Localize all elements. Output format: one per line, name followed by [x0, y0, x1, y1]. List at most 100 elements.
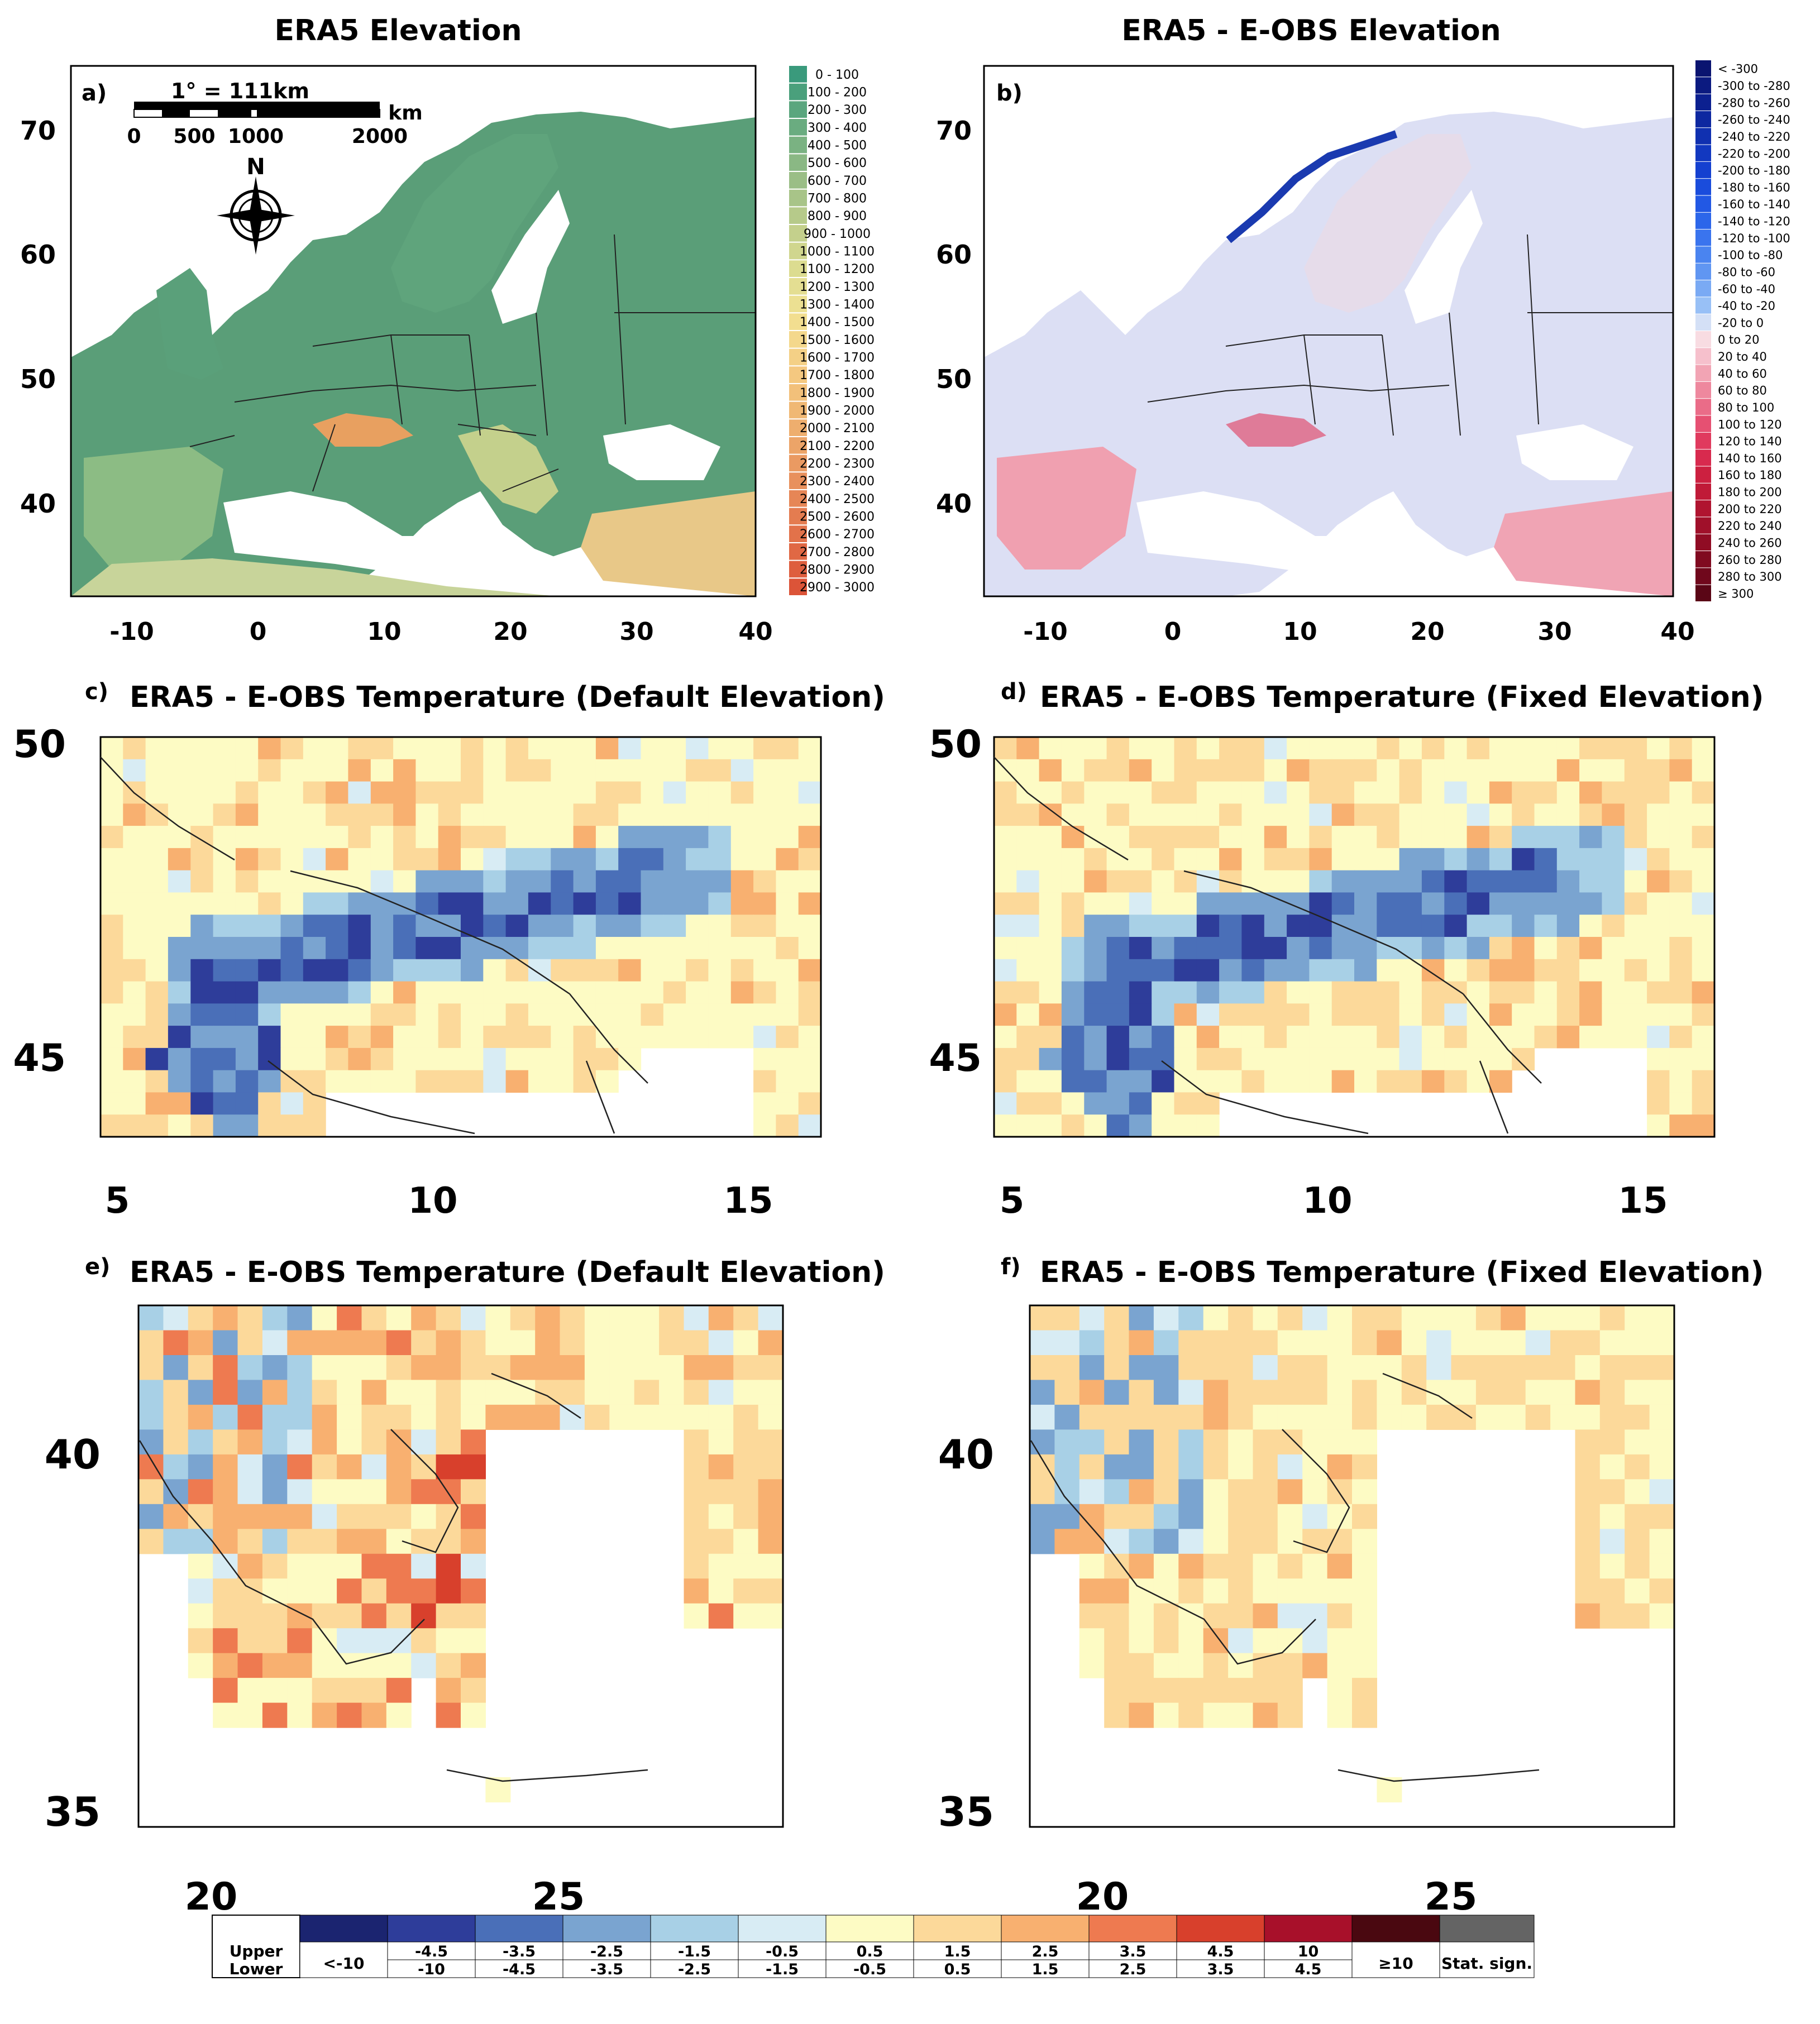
grid-cell: [370, 826, 394, 849]
grid-cell: [337, 1529, 362, 1554]
grid-cell: [708, 781, 732, 804]
grid-cell: [609, 1305, 635, 1331]
grid-cell: [303, 1026, 326, 1049]
grid-cell: [188, 1553, 213, 1579]
grid-cell: [1556, 781, 1580, 804]
grid-cell: [258, 870, 281, 893]
grid-cell: [1039, 981, 1062, 1004]
grid-cell: [235, 848, 259, 871]
grid-cell: [684, 1429, 709, 1455]
grid-cell: [312, 1429, 337, 1455]
grid-cell: [708, 981, 732, 1004]
grid-cell: [1178, 1603, 1204, 1629]
grid-cell: [1277, 1702, 1303, 1728]
grid-cell: [303, 1047, 326, 1071]
grid-cell: [798, 1114, 821, 1137]
grid-cell: [1624, 892, 1647, 915]
grid-cell: [1153, 1553, 1179, 1579]
grid-cell: [1228, 1628, 1254, 1654]
grid-cell: [686, 848, 709, 871]
alps-high: [313, 413, 413, 447]
grid-cell: [1129, 1003, 1152, 1026]
grid-cell: [595, 892, 619, 915]
grid-cell: [1264, 781, 1287, 804]
grid-cell: [758, 1603, 784, 1629]
grid-cell: [798, 1003, 821, 1026]
grid-cell: [262, 1454, 288, 1480]
grid-cell: [584, 1355, 610, 1381]
grid-cell: [101, 1092, 123, 1115]
grid-cell: [138, 1404, 164, 1430]
elev-legend-swatch: [789, 119, 807, 136]
grid-cell: [684, 1355, 709, 1381]
grid-cell: [659, 1355, 685, 1381]
grid-cell: [1079, 1330, 1105, 1356]
grid-cell: [1327, 1454, 1353, 1480]
grid-cell: [312, 1553, 337, 1579]
grid-cell: [235, 737, 259, 760]
grid-cell: [370, 1003, 394, 1026]
grid-cell: [1525, 1305, 1551, 1331]
grid-cell: [237, 1702, 263, 1728]
grid-cell: [1203, 1603, 1229, 1629]
grid-cell: [123, 826, 146, 849]
grid-cell: [1556, 1003, 1580, 1026]
grid-cell: [1287, 737, 1310, 760]
grid-cell: [1302, 1603, 1328, 1629]
grid-cell: [733, 1305, 759, 1331]
grid-cell: [168, 803, 191, 826]
grid-cell: [1421, 759, 1445, 782]
grid-cell: [776, 826, 799, 849]
grid-cell: [415, 981, 439, 1004]
grid-cell: [641, 959, 664, 982]
grid-cell: [1377, 870, 1400, 893]
grid-cell: [237, 1653, 263, 1678]
grid-cell: [213, 981, 236, 1004]
grid-cell: [1264, 892, 1287, 915]
grid-cell: [461, 737, 484, 760]
grid-cell: [1327, 1305, 1353, 1331]
scale-label-3: 2000: [352, 125, 408, 148]
grid-cell: [686, 759, 709, 782]
grid-cell: [213, 781, 236, 804]
grid-cell: [101, 826, 123, 849]
grid-cell: [326, 870, 348, 893]
grid-cell: [1039, 1026, 1062, 1049]
grid-cell: [1669, 1047, 1693, 1071]
grid-cell: [1692, 781, 1715, 804]
grid-cell: [1196, 826, 1220, 849]
grid-cell: [528, 1026, 551, 1049]
grid-cell: [686, 1026, 709, 1049]
grid-cell: [686, 870, 709, 893]
grid-cell: [1575, 1305, 1601, 1331]
grid-cell: [361, 1305, 387, 1331]
grid-cell: [1104, 1404, 1130, 1430]
grid-cell: [1153, 1628, 1179, 1654]
grid-cell: [411, 1429, 437, 1455]
grid-cell: [1624, 759, 1647, 782]
grid-cell: [1178, 1454, 1204, 1480]
grid-cell: [235, 915, 259, 937]
grid-cell: [235, 1092, 259, 1115]
grid-cell: [708, 1578, 734, 1604]
grid-cell: [337, 1380, 362, 1405]
grid-cell: [1579, 848, 1602, 871]
grid-cell: [370, 759, 394, 782]
grid-cell: [1377, 959, 1400, 982]
grid-cell: [287, 1628, 313, 1654]
grid-cell: [708, 937, 732, 960]
grid-cell: [138, 1355, 164, 1381]
grid-cell: [663, 959, 686, 982]
y-tick-label: 40: [45, 1431, 101, 1478]
grid-cell: [1061, 1047, 1085, 1071]
elev-legend-swatch: [789, 225, 807, 242]
grid-cell: [1287, 915, 1310, 937]
diff-legend-label: -300 to -280: [1718, 79, 1790, 93]
grid-cell: [213, 915, 236, 937]
grid-cell: [1030, 1529, 1055, 1554]
grid-cell: [1061, 1092, 1085, 1115]
grid-cell: [1039, 803, 1062, 826]
grid-cell: [753, 737, 776, 760]
grid-cell: [1556, 737, 1580, 760]
